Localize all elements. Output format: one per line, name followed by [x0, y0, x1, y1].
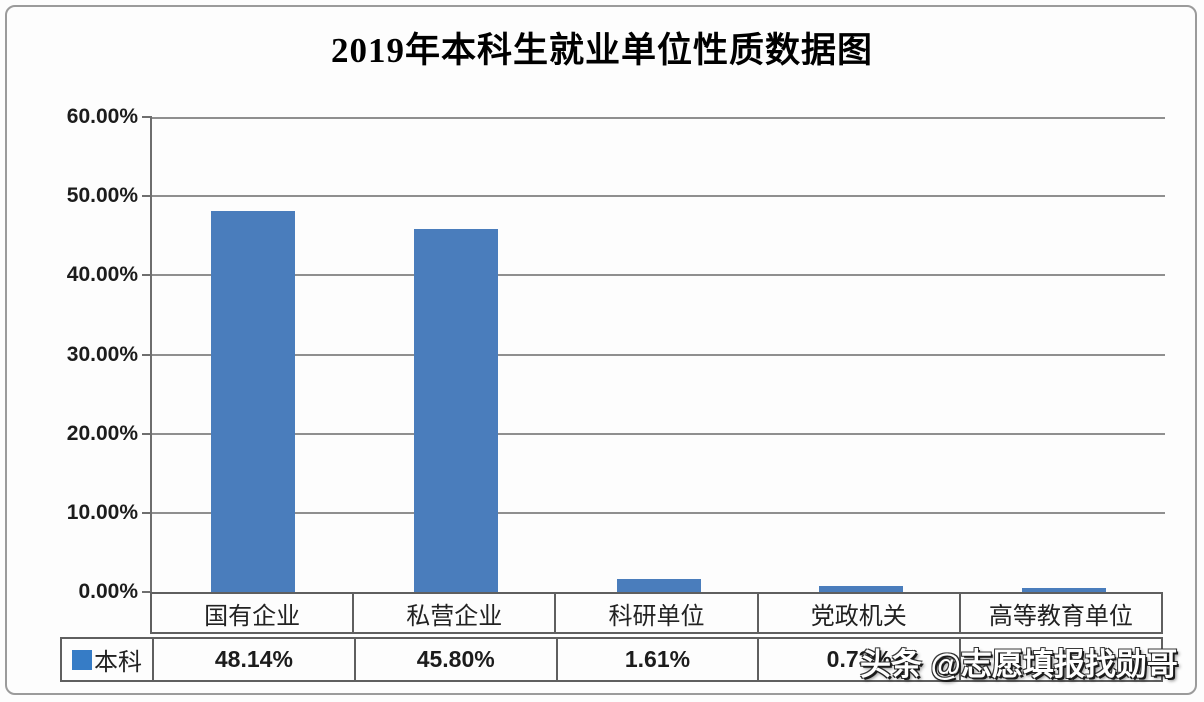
y-tick-label: 10.00% [66, 501, 138, 524]
legend-series-label: 本科 [94, 650, 142, 676]
value-cell: 48.14% [152, 639, 354, 680]
axis-tick [142, 116, 152, 118]
y-tick-label: 50.00% [66, 184, 138, 207]
bar-4 [1022, 588, 1106, 592]
y-tick-label: 20.00% [66, 422, 138, 445]
gridline [152, 117, 1165, 119]
gridline [152, 512, 1165, 514]
y-tick-label: 30.00% [66, 343, 138, 366]
category-label: 国有企业 [204, 603, 301, 630]
legend-color-swatch-icon [72, 649, 92, 670]
plot-area [142, 116, 1165, 593]
y-tick-label: 60.00% [66, 105, 138, 128]
axis-tick [142, 195, 152, 197]
category-label: 私营企业 [352, 594, 554, 632]
axis-tick [142, 433, 152, 435]
category-label: 党政机关 [756, 594, 959, 632]
y-tick-label: 0.00% [78, 580, 138, 603]
legend-cell: 本科 [62, 639, 152, 680]
data-table-row: 本科 48.14% 45.80% 1.61% 0.73% [60, 637, 1163, 682]
axis-tick [142, 354, 152, 356]
gridline [152, 433, 1165, 435]
category-header-row: 国有企业 私营企业 科研单位 党政机关 高等教育单位 [150, 592, 1163, 634]
gridline [152, 274, 1165, 276]
category-label: 科研单位 [554, 594, 756, 632]
watermark: 头条 @志愿填报找勋哥 [860, 647, 1178, 682]
value-cell: 45.80% [353, 639, 556, 680]
value-cell: 1.61% [555, 639, 758, 680]
category-label: 高等教育单位 [958, 594, 1161, 632]
bar-0 [211, 211, 295, 592]
y-tick-label: 40.00% [66, 263, 138, 286]
bar-1 [414, 229, 498, 592]
axis-tick [142, 591, 152, 593]
gridline [152, 195, 1165, 197]
chart-title: 2019年本科生就业单位性质数据图 [330, 31, 873, 70]
value-cell [959, 639, 1161, 680]
bar-3 [819, 586, 903, 592]
axis-tick [142, 274, 152, 276]
value-cell: 0.73% [757, 639, 959, 680]
axis-tick [142, 512, 152, 514]
bar-2 [617, 579, 701, 592]
gridline [152, 354, 1165, 356]
